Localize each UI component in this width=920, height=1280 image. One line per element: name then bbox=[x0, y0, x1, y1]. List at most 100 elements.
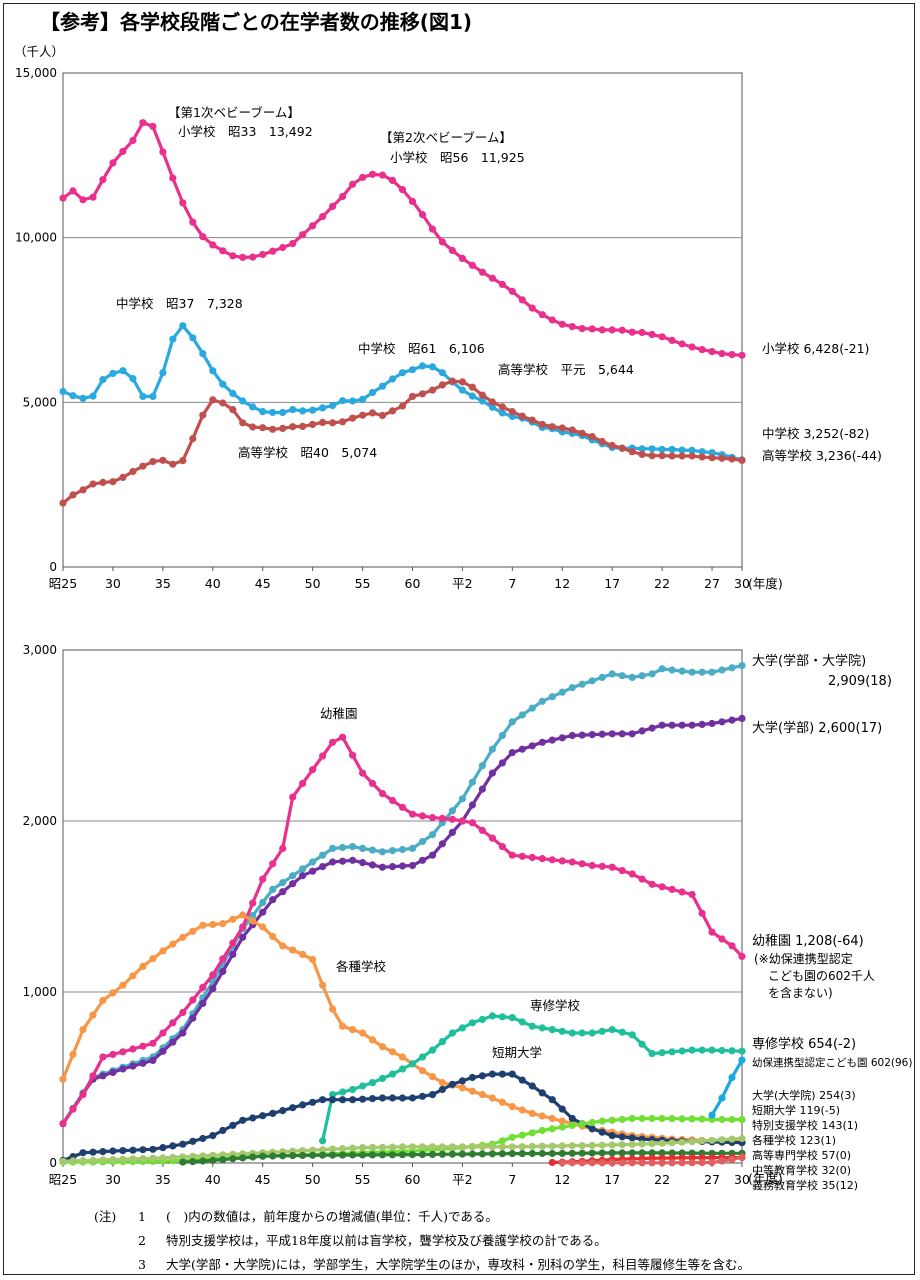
y-tick-label: 0 bbox=[49, 560, 57, 574]
data-point bbox=[428, 386, 437, 394]
data-point bbox=[79, 196, 87, 204]
data-point bbox=[378, 848, 387, 856]
data-point bbox=[568, 1142, 576, 1150]
data-point bbox=[528, 1129, 536, 1137]
chart-annotation: 【第1次ベビーブーム】 bbox=[168, 105, 300, 120]
data-point bbox=[159, 369, 167, 377]
data-point bbox=[289, 880, 297, 888]
data-point bbox=[139, 962, 147, 971]
x-tick-label: 22 bbox=[654, 1172, 670, 1187]
data-point bbox=[498, 1150, 506, 1158]
data-point bbox=[119, 981, 127, 989]
data-point bbox=[398, 186, 407, 194]
data-point bbox=[349, 414, 357, 422]
data-point bbox=[408, 1143, 417, 1151]
data-point bbox=[269, 425, 277, 433]
data-point bbox=[189, 334, 197, 342]
data-point bbox=[708, 668, 716, 676]
series-end-label: 高等学校 3,236(-44) bbox=[762, 448, 882, 463]
data-point bbox=[219, 920, 227, 928]
data-point bbox=[468, 778, 476, 786]
data-point bbox=[518, 1076, 526, 1084]
data-point bbox=[558, 1105, 566, 1113]
data-point bbox=[199, 1157, 207, 1165]
data-point bbox=[159, 1047, 167, 1055]
data-point bbox=[468, 261, 476, 269]
data-point bbox=[488, 1070, 496, 1078]
data-point bbox=[538, 1112, 546, 1120]
data-point bbox=[259, 408, 267, 416]
series-end-label: 高等専門学校 57(0) bbox=[752, 1148, 851, 1162]
x-tick-label: 45 bbox=[255, 576, 271, 591]
data-point bbox=[478, 1015, 486, 1024]
data-point bbox=[139, 1146, 147, 1154]
data-point bbox=[438, 1079, 446, 1087]
data-point bbox=[588, 677, 596, 685]
data-point bbox=[428, 831, 437, 839]
data-point bbox=[139, 1155, 147, 1163]
data-point bbox=[578, 1159, 586, 1167]
x-tick-label: 昭25 bbox=[49, 1172, 77, 1187]
data-point bbox=[728, 1115, 736, 1124]
data-point bbox=[219, 955, 227, 963]
series-end-label: 専修学校 654(-2) bbox=[752, 1036, 856, 1052]
data-point bbox=[648, 670, 656, 678]
data-point bbox=[339, 192, 347, 201]
data-point bbox=[518, 711, 526, 719]
data-point bbox=[59, 387, 67, 396]
data-point bbox=[368, 846, 377, 854]
data-point bbox=[528, 742, 536, 750]
data-point bbox=[428, 363, 437, 371]
data-point bbox=[558, 1027, 566, 1035]
data-point bbox=[518, 1131, 526, 1139]
data-point bbox=[628, 328, 636, 336]
data-point bbox=[149, 1145, 157, 1153]
data-point bbox=[518, 1150, 526, 1158]
data-point bbox=[558, 734, 566, 742]
data-point bbox=[368, 170, 377, 178]
data-point bbox=[59, 1157, 67, 1165]
data-point bbox=[99, 1148, 107, 1156]
data-point bbox=[698, 720, 706, 729]
data-point bbox=[368, 861, 377, 869]
x-tick-label: 60 bbox=[405, 576, 421, 591]
data-point bbox=[69, 1157, 77, 1165]
data-point bbox=[289, 406, 297, 414]
data-point bbox=[708, 1111, 716, 1119]
data-point bbox=[428, 1073, 437, 1081]
data-point bbox=[458, 386, 466, 394]
data-point bbox=[398, 402, 407, 410]
data-point bbox=[658, 452, 666, 460]
data-point bbox=[458, 1143, 466, 1151]
series-end-label: こども園の602千人 bbox=[768, 969, 875, 983]
data-point bbox=[229, 1155, 237, 1163]
series-end-label: 特別支援学校 143(1) bbox=[752, 1118, 858, 1132]
y-tick-label: 2,000 bbox=[23, 814, 57, 828]
data-point bbox=[249, 253, 257, 261]
data-point bbox=[99, 1156, 107, 1164]
data-point bbox=[588, 1029, 596, 1037]
data-point bbox=[189, 1158, 197, 1166]
data-point bbox=[149, 1154, 157, 1162]
data-point bbox=[269, 1152, 277, 1160]
data-point bbox=[189, 996, 197, 1004]
y-tick-label: 1,000 bbox=[23, 985, 57, 999]
data-point bbox=[558, 1159, 566, 1167]
data-point bbox=[708, 928, 716, 936]
data-point bbox=[99, 1053, 107, 1061]
data-point bbox=[279, 942, 287, 950]
data-point bbox=[708, 348, 716, 356]
data-point bbox=[339, 1151, 347, 1159]
data-point bbox=[548, 1096, 556, 1104]
data-point bbox=[368, 1095, 377, 1103]
data-point bbox=[538, 420, 546, 428]
data-point bbox=[458, 1024, 466, 1032]
data-point bbox=[498, 1070, 506, 1078]
data-point bbox=[139, 392, 147, 400]
data-point bbox=[269, 896, 277, 904]
data-point bbox=[448, 246, 456, 255]
data-point bbox=[408, 1060, 417, 1068]
data-point bbox=[129, 136, 137, 145]
x-axis-label: (年度) bbox=[748, 1171, 783, 1186]
data-point bbox=[498, 1098, 506, 1106]
